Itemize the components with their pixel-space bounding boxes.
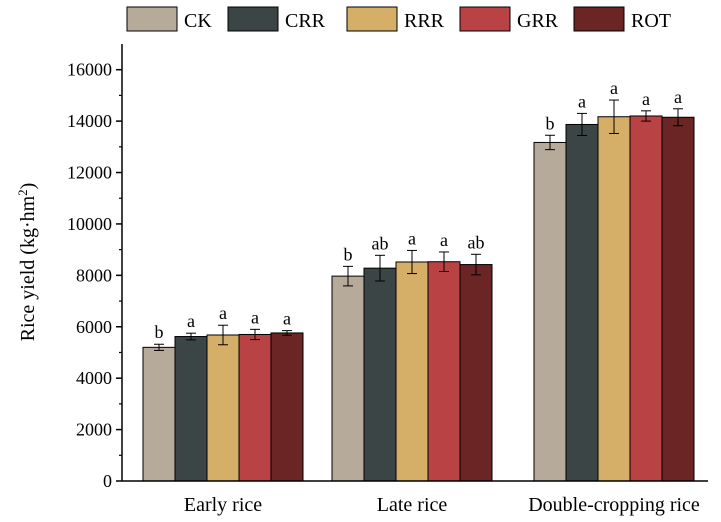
y-axis-label: Rice yield (kg·hm2) [15, 183, 39, 342]
bar-rrr [597, 116, 631, 482]
legend-swatch-grr [459, 6, 511, 32]
bars-group [142, 115, 695, 482]
y-axis-label-close: ) [17, 183, 39, 190]
bar-rot [459, 264, 493, 482]
bar-crr [565, 123, 599, 482]
legend-label-rrr: RRR [404, 10, 445, 32]
significance-letter: a [610, 78, 618, 98]
legend-label-ck: CK [184, 10, 212, 32]
significance-letter: b [546, 113, 555, 133]
significance-letter: a [251, 307, 259, 327]
x-category-label: Double-cropping rice [528, 494, 700, 516]
significance-letter: a [408, 228, 416, 248]
bar-rrr [395, 261, 429, 482]
legend: CK CRR RRR GRR ROT [126, 6, 671, 32]
significance-letter: a [187, 311, 195, 331]
significance-letter: a [283, 309, 291, 329]
y-tick-label: 10000 [67, 214, 112, 234]
bar-grr [427, 261, 461, 482]
y-tick-label: 12000 [67, 163, 112, 183]
bar-rrr [206, 334, 240, 482]
bar-crr [174, 336, 208, 482]
bar-grr [238, 333, 272, 482]
legend-swatch-rot [573, 6, 625, 32]
significance-letter: a [219, 303, 227, 323]
y-tick-label: 6000 [76, 317, 112, 337]
significance-letter: ab [372, 233, 389, 253]
y-axis-label-text: Rice yield (kg·hm [17, 195, 39, 341]
y-axis-label-superscript: 2 [15, 189, 30, 196]
significance-letter: a [440, 230, 448, 250]
significance-letter: a [674, 87, 682, 107]
bar-crr [363, 267, 397, 482]
y-axis-ticks: 0 2000 4000 6000 8000 10000 12000 14000 16000 [67, 60, 122, 491]
bar-rot [661, 116, 695, 482]
x-category-label: Late rice [377, 494, 448, 516]
y-tick-label: 0 [103, 471, 112, 491]
legend-swatch-rrr [346, 6, 398, 32]
x-category-label: Early rice [184, 494, 262, 516]
legend-label-grr: GRR [517, 10, 559, 32]
y-tick-label: 2000 [76, 420, 112, 440]
bar-rot [270, 332, 304, 482]
significance-letter: b [344, 244, 353, 264]
significance-letter: ab [468, 232, 485, 252]
bar-ck [142, 346, 176, 482]
y-tick-label: 16000 [67, 60, 112, 80]
y-tick-label: 4000 [76, 368, 112, 388]
y-tick-label: 14000 [67, 111, 112, 131]
y-tick-label: 8000 [76, 265, 112, 285]
legend-swatch-ck [126, 6, 178, 32]
bar-ck [533, 141, 567, 482]
significance-letter: b [155, 322, 164, 342]
error-bars-group [154, 99, 683, 351]
bar-grr [629, 115, 663, 482]
bar-ck [331, 275, 365, 482]
significance-letter: a [578, 91, 586, 111]
legend-swatch-crr [227, 6, 279, 32]
significance-letter: a [642, 89, 650, 109]
x-axis-labels: Early rice Late rice Double-cropping rice [184, 494, 700, 516]
legend-label-rot: ROT [631, 10, 671, 32]
legend-label-crr: CRR [285, 10, 326, 32]
